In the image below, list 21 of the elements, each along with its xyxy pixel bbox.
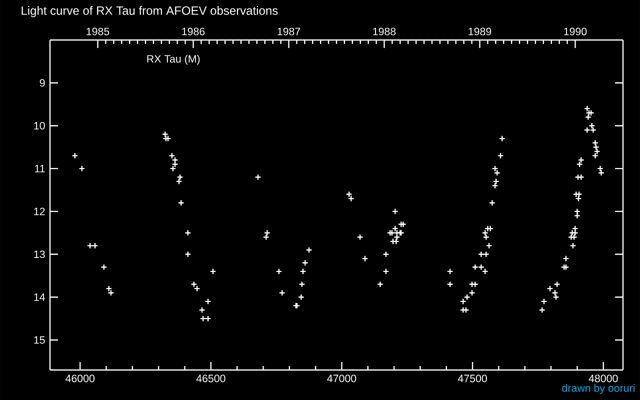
y-tick-label: 14 [34, 293, 45, 301]
chart-title: Light curve of RX Tau from AFOEV observations [22, 6, 278, 18]
x-tick-label: 47000 [327, 374, 356, 382]
y-tick-label: 9 [40, 79, 45, 87]
x2-tick-label: 1989 [468, 28, 492, 36]
x-tick-label: 46500 [196, 374, 226, 382]
y-tick-label: 11 [35, 164, 45, 172]
text: drawn by ooruri [562, 384, 635, 394]
x2-tick-label: 1987 [278, 28, 300, 36]
y-tick-label: 13 [34, 250, 45, 258]
x-tick-label: 48000 [588, 374, 618, 382]
x2-tick-label: 1986 [182, 28, 205, 36]
x2-tick-label: 1990 [564, 28, 587, 36]
annotation: RX Tau (M) [147, 54, 200, 65]
x2-tick-label: 1988 [373, 28, 396, 36]
x-tick-label: 47500 [458, 374, 487, 382]
y-tick-label: 15 [34, 336, 45, 344]
x2-tick-label: 1985 [86, 28, 110, 36]
y-tick-label: 10 [34, 122, 45, 130]
y-tick-label: 12 [34, 208, 45, 216]
x-tick-label: 46000 [66, 374, 95, 382]
